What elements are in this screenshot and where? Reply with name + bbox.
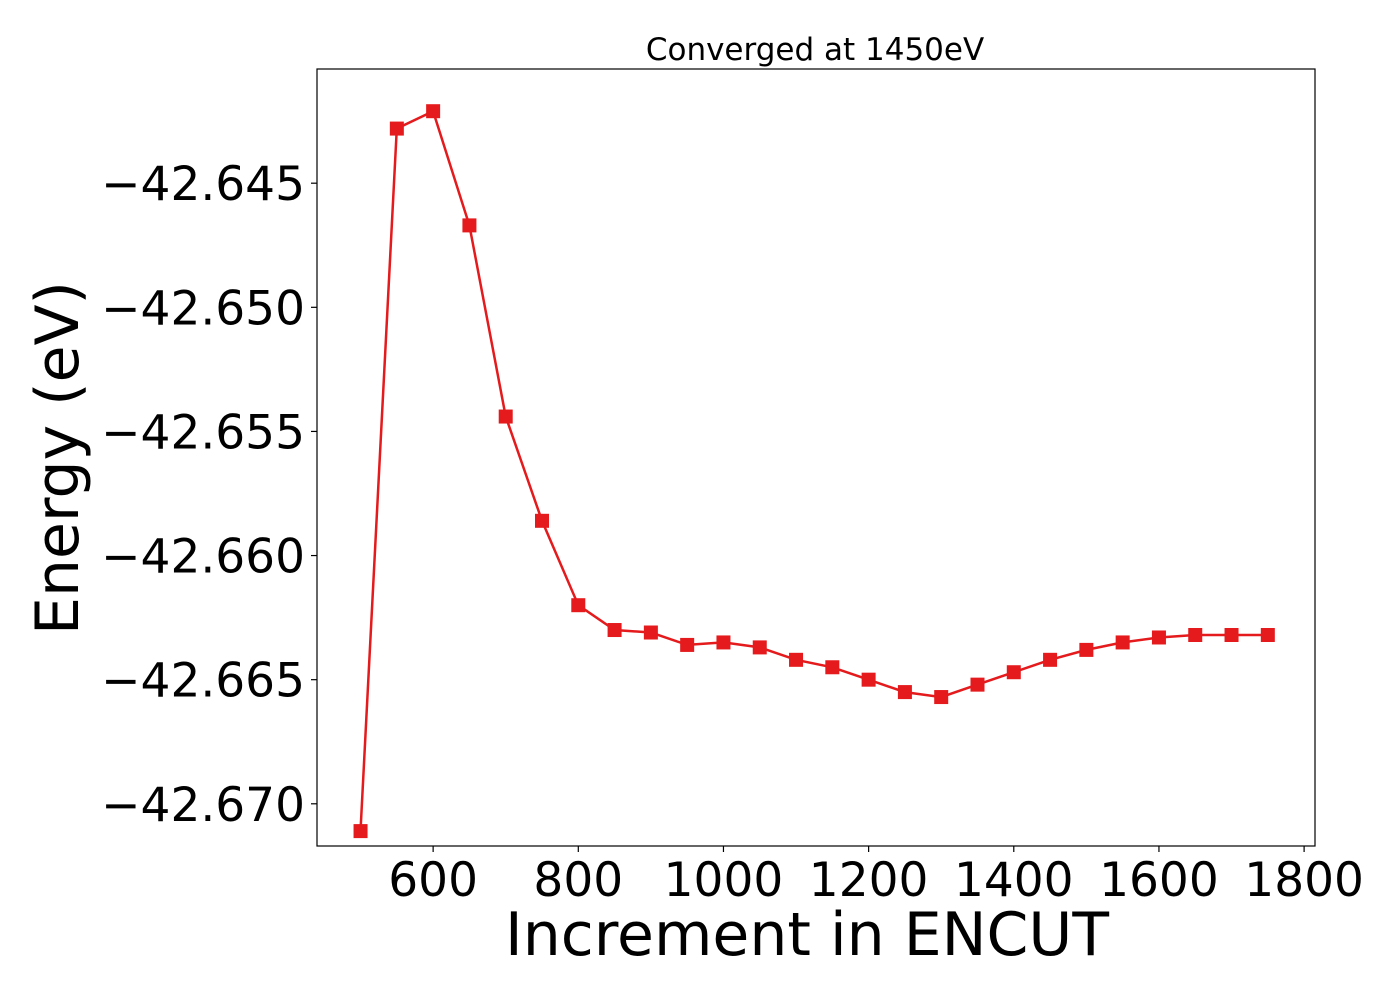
data-point	[897, 685, 912, 700]
data-point	[825, 660, 840, 675]
data-point	[752, 640, 767, 655]
y-tick-label: −42.645	[101, 157, 305, 212]
series-line	[359, 109, 1268, 832]
data-point	[426, 104, 441, 119]
plot-area	[316, 68, 1316, 847]
axis-ticks: 600 800 1000 1200 1400 1600 1800 −42.645 −42.650…	[101, 157, 1364, 908]
x-tick-label: 1600	[1099, 853, 1219, 908]
y-tick-label: −42.665	[101, 654, 305, 709]
data-point	[1043, 652, 1058, 667]
x-tick-label: 800	[533, 853, 623, 908]
data-point	[934, 690, 949, 705]
y-tick-label: −42.660	[101, 530, 305, 585]
data-point	[1115, 635, 1130, 650]
data-point	[789, 652, 804, 667]
y-axis-label: Energy (eV)	[23, 281, 93, 635]
data-point	[462, 218, 477, 233]
data-point	[716, 635, 731, 650]
data-point	[643, 625, 658, 640]
data-point	[1260, 627, 1275, 642]
data-series	[353, 104, 1275, 839]
data-point	[1188, 627, 1203, 642]
data-point	[1224, 627, 1239, 642]
x-axis-label: Increment in ENCUT	[505, 900, 1109, 970]
data-point	[607, 623, 622, 638]
data-point	[1079, 642, 1094, 657]
x-tick-label: 1800	[1244, 853, 1364, 908]
x-tick-label: 1200	[809, 853, 929, 908]
data-point	[1006, 665, 1021, 680]
x-tick-label: 600	[388, 853, 478, 908]
data-point	[389, 121, 404, 136]
y-tick-label: −42.650	[101, 281, 305, 336]
x-tick-label: 1000	[664, 853, 784, 908]
data-point	[970, 677, 985, 692]
x-tick-label: 1400	[954, 853, 1074, 908]
y-tick-label: −42.655	[101, 405, 305, 460]
y-tick-label: −42.670	[101, 778, 305, 833]
data-point	[535, 513, 550, 528]
data-point	[498, 409, 513, 424]
data-point	[353, 824, 368, 839]
data-point	[1151, 630, 1166, 645]
data-point	[861, 672, 876, 687]
data-point	[680, 637, 695, 652]
chart-title: Converged at 1450eV	[646, 32, 984, 68]
data-point	[571, 598, 586, 613]
